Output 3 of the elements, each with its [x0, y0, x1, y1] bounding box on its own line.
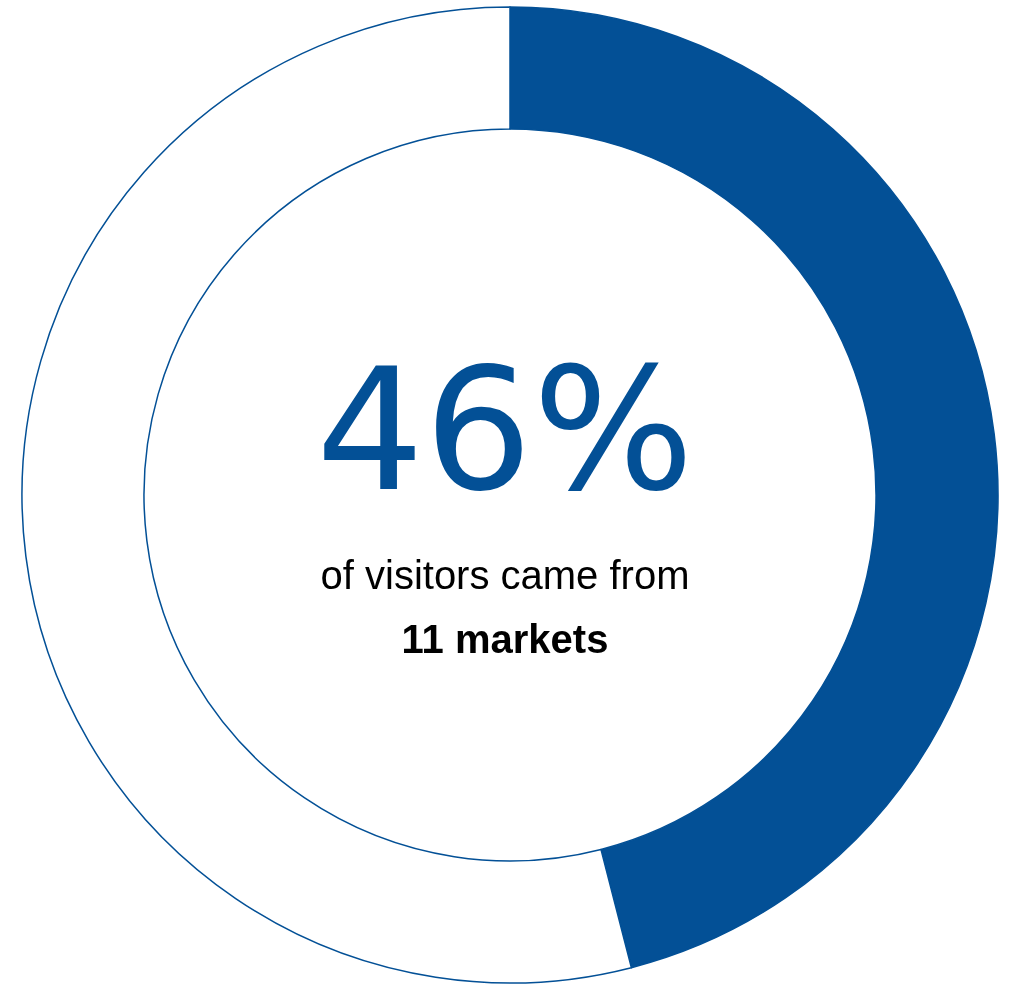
data-label: 46%	[316, 331, 694, 529]
text: of visitors came from	[320, 553, 690, 597]
text: 11 markets	[401, 617, 609, 661]
